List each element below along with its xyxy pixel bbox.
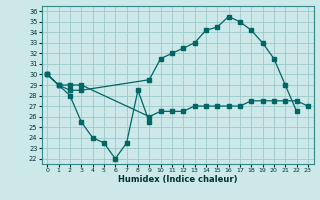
X-axis label: Humidex (Indice chaleur): Humidex (Indice chaleur) — [118, 175, 237, 184]
